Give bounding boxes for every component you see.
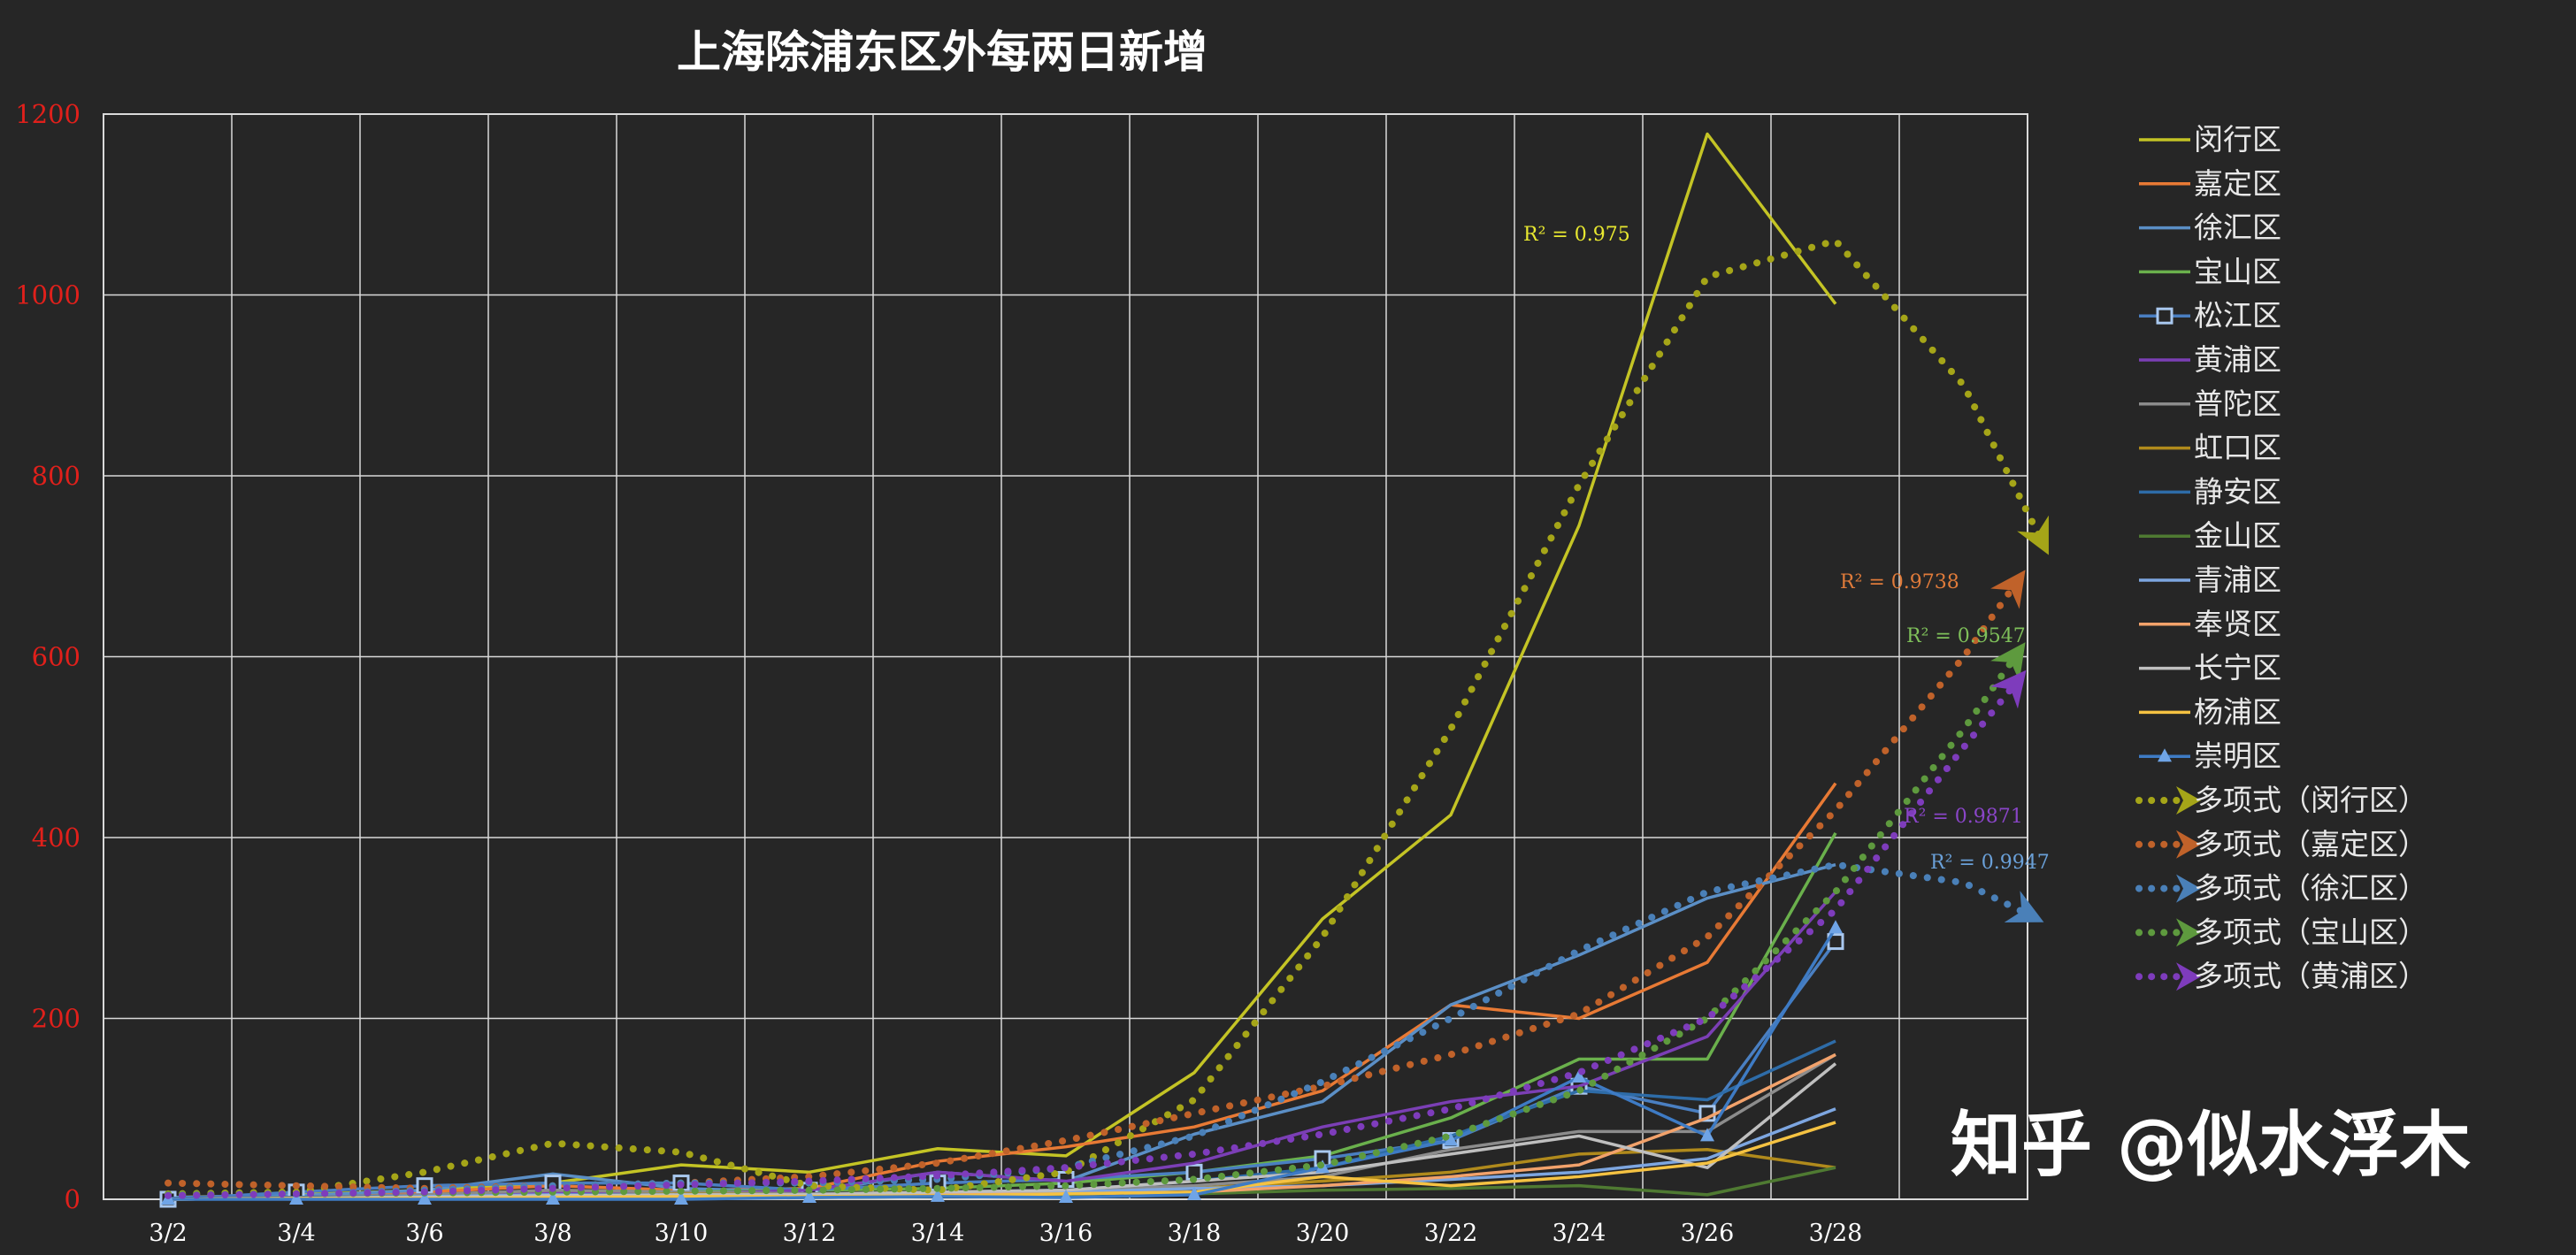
legend-label: 黄浦区 (2194, 342, 2281, 377)
y-tick-label: 800 (32, 461, 80, 491)
legend-label: 崇明区 (2194, 738, 2281, 773)
x-tick-label: 3/4 (277, 1220, 315, 1247)
x-tick-label: 3/8 (533, 1220, 571, 1247)
series-marker-triangle (802, 1189, 816, 1203)
legend-label: 金山区 (2194, 518, 2281, 553)
legend-label: 闵行区 (2194, 122, 2281, 157)
y-tick-label: 600 (32, 642, 80, 672)
x-tick-label: 3/24 (1552, 1220, 1606, 1247)
legend-label: 长宁区 (2194, 651, 2281, 685)
series-marker-triangle (1059, 1189, 1073, 1203)
x-tick-label: 3/6 (405, 1220, 443, 1247)
legend-label: 宝山区 (2194, 254, 2281, 288)
legend-arrow-icon (2176, 918, 2201, 947)
x-tick-label: 3/2 (149, 1220, 187, 1247)
legend-marker-triangle (2158, 748, 2172, 762)
series-marker-triangle (1444, 1132, 1458, 1146)
legend-arrow-icon (2176, 874, 2201, 903)
legend-label: 多项式（黄浦区） (2194, 959, 2427, 993)
x-tick-label: 3/16 (1039, 1220, 1093, 1247)
x-tick-label: 3/10 (655, 1220, 709, 1247)
legend-label: 杨浦区 (2194, 694, 2281, 729)
series-marker-triangle (1700, 1128, 1714, 1142)
series-layer (159, 132, 1844, 1208)
legend-arrow-icon (2176, 830, 2201, 859)
x-tick-label: 3/28 (1809, 1220, 1863, 1247)
series-marker-triangle (1572, 1068, 1586, 1083)
chart-title: 上海除浦东区外每两日新增 (677, 27, 1208, 78)
watermark: 知乎 @似水浮木 (1951, 1104, 2471, 1186)
x-tick-label: 3/18 (1168, 1220, 1222, 1247)
legend-label: 多项式（徐汇区） (2194, 871, 2427, 906)
r-squared-labels: R² = 0.975 R² = 0.9738 R² = 0.9547 R² = 0.9… (1523, 224, 2050, 874)
legend-label: 静安区 (2194, 474, 2281, 509)
y-axis: 0 200 400 600 800 1000 1200 (15, 99, 80, 1214)
series-line (167, 782, 1837, 1200)
legend-arrow-icon (2176, 786, 2201, 815)
trendline (165, 570, 2026, 1192)
x-tick-label: 3/12 (783, 1220, 837, 1247)
series-line (168, 927, 1837, 1201)
grid (103, 113, 2028, 1200)
y-tick-label: 400 (32, 823, 80, 853)
series-marker-triangle (289, 1191, 303, 1205)
trendline (165, 236, 2049, 1198)
x-tick-label: 3/20 (1296, 1220, 1350, 1247)
legend-label: 多项式（闵行区） (2194, 783, 2427, 817)
x-axis: 3/2 3/4 3/6 3/8 3/10 3/12 3/14 3/16 3/18 3/20 3/22… (149, 1220, 1862, 1247)
legend: 闵行区嘉定区徐汇区宝山区松江区黄浦区普陀区虹口区静安区金山区青浦区奉贤区长宁区杨… (2135, 122, 2427, 993)
trendline-layer (165, 236, 2049, 1199)
r-squared-label: R² = 0.9547 (1906, 625, 2026, 647)
legend-label: 奉贤区 (2194, 607, 2281, 641)
legend-label: 普陀区 (2194, 386, 2281, 421)
legend-label: 多项式（嘉定区） (2194, 827, 2427, 861)
series-marker-triangle (546, 1191, 560, 1205)
legend-label: 虹口区 (2194, 431, 2281, 465)
r-squared-label: R² = 0.9947 (1930, 852, 2050, 874)
x-tick-label: 3/26 (1681, 1220, 1735, 1247)
legend-marker-square (2156, 307, 2174, 325)
r-squared-label: R² = 0.9871 (1904, 806, 2023, 828)
series-marker-triangle (674, 1191, 688, 1205)
legend-label: 多项式（宝山区） (2194, 914, 2427, 949)
series-marker-triangle (931, 1188, 945, 1202)
r-squared-label: R² = 0.9738 (1840, 571, 1959, 593)
legend-label: 徐汇区 (2194, 210, 2281, 245)
series-marker-triangle (418, 1191, 432, 1205)
series-marker-triangle (1828, 920, 1843, 934)
legend-label: 青浦区 (2194, 562, 2281, 597)
y-tick-label: 1000 (15, 280, 80, 310)
legend-arrow-icon (2176, 962, 2201, 991)
trendline (165, 861, 2044, 1198)
legend-label: 嘉定区 (2194, 166, 2281, 201)
r-squared-label: R² = 0.975 (1523, 224, 1630, 246)
trendline (165, 670, 2027, 1199)
series-marker-triangle (1187, 1186, 1201, 1200)
x-tick-label: 3/14 (911, 1220, 965, 1247)
y-tick-label: 200 (32, 1004, 80, 1034)
legend-label: 松江区 (2194, 298, 2281, 333)
y-tick-label: 1200 (15, 99, 80, 129)
y-tick-label: 0 (65, 1184, 80, 1214)
x-tick-label: 3/22 (1424, 1220, 1478, 1247)
